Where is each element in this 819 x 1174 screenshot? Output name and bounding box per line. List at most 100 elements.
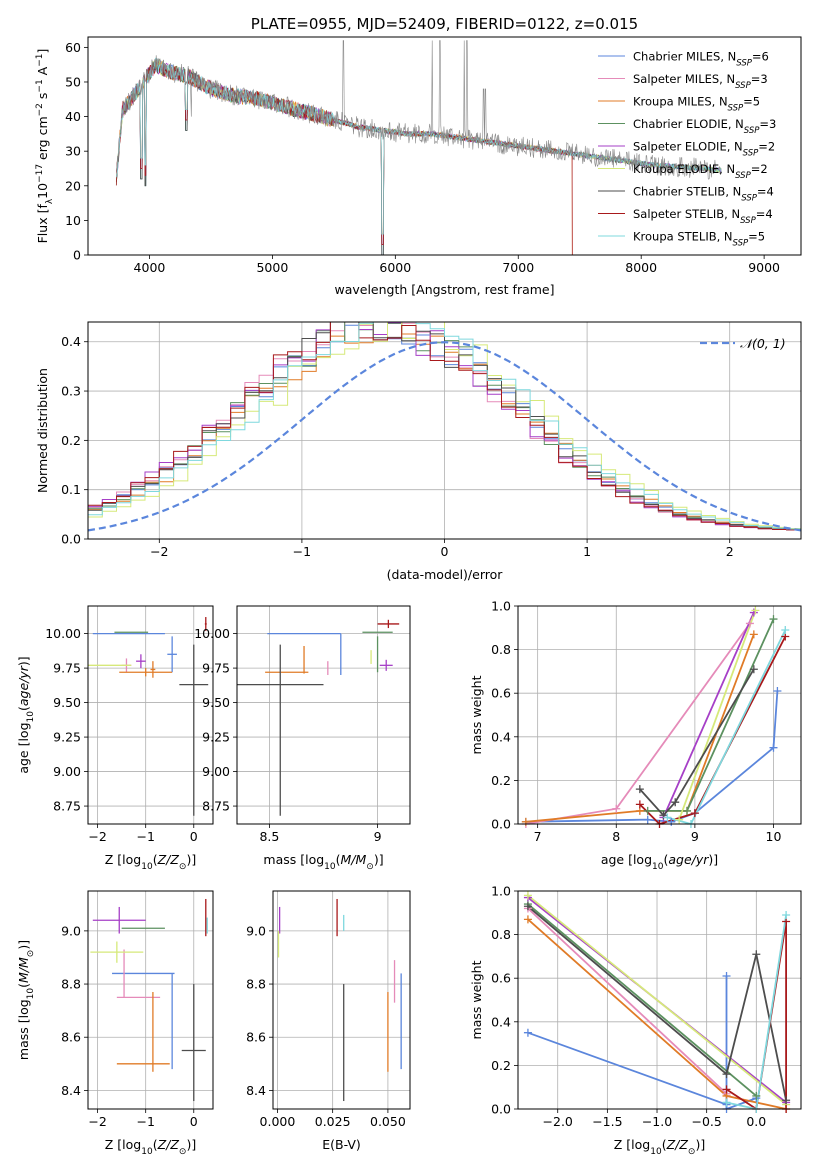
plot-frame xyxy=(517,605,802,825)
x-tick-label: 0.0 xyxy=(746,1114,766,1129)
weight-point-marker xyxy=(675,815,684,824)
x-tick-label: 9000 xyxy=(748,260,780,275)
label-part: ( xyxy=(16,983,31,988)
y-tick-label: 0.0 xyxy=(491,817,511,832)
legend-entry: Salpeter ELODIE, NSSP=2 xyxy=(633,140,775,159)
label-part: ( xyxy=(662,1137,667,1152)
x-tick-label: 0 xyxy=(441,544,449,559)
legend-entry: Chabrier ELODIE, NSSP=3 xyxy=(633,117,776,136)
weight-point-marker xyxy=(671,798,680,807)
x-tick-label: −0.5 xyxy=(691,1114,721,1129)
errorbar-group xyxy=(277,898,402,1102)
label-part: ( xyxy=(16,706,31,711)
legend-eq: =5 xyxy=(748,230,765,244)
y-tick-label: 60 xyxy=(65,40,81,55)
plot-frame xyxy=(87,321,802,540)
y-tick-label: 8.8 xyxy=(61,977,81,992)
y-tick-label: 0.2 xyxy=(491,773,511,788)
x-axis-label: Z [log10(Z/Z⊙)] xyxy=(105,1137,196,1157)
weight-point-marker xyxy=(752,950,761,959)
y-tick-label: 0.8 xyxy=(491,927,511,942)
y-tick-label: 8.4 xyxy=(61,1083,81,1098)
label-part: ( xyxy=(153,852,158,867)
label-part: M/M xyxy=(16,957,31,983)
label-part: )] xyxy=(186,1137,196,1152)
legend-eq: =3 xyxy=(751,72,768,86)
weight-point-marker xyxy=(782,910,791,919)
y-tick-label: 10.00 xyxy=(194,626,230,641)
plot-frame xyxy=(87,605,214,825)
weight-point-marker xyxy=(745,619,754,628)
label-part: 10 xyxy=(324,862,336,872)
y-tick-label: 0.0 xyxy=(61,532,81,547)
legend-label: Chabrier STELIB, N xyxy=(633,185,741,199)
legend-sub: SSP xyxy=(728,104,744,114)
chart-title: PLATE=0955, MJD=52409, FIBERID=0122, z=0… xyxy=(251,15,638,33)
legend-sub: SSP xyxy=(740,216,756,226)
weight-series-line xyxy=(726,914,787,1109)
plot-frame xyxy=(87,890,214,1110)
x-tick-label: 8.5 xyxy=(259,829,279,844)
weight-point-marker xyxy=(635,800,644,809)
y-tick-label: 8.8 xyxy=(246,977,266,992)
legend-label: Kroupa ELODIE, N xyxy=(633,162,735,176)
x-tick-label: −1 xyxy=(136,1114,154,1129)
weight-point-marker xyxy=(523,902,532,911)
y-tick-label: 9.25 xyxy=(53,730,81,745)
legend-eq: =2 xyxy=(751,162,768,176)
legend-eq: =5 xyxy=(743,95,760,109)
x-tick-label: 9 xyxy=(374,829,382,844)
spectrum-panel: 4000 5000 6000 7000 8000 9000 0 10 20 30 40 50 60 PLA… xyxy=(35,15,802,297)
weight-series-line xyxy=(639,668,755,817)
label-part: ⊙ xyxy=(26,950,36,958)
weight-point-marker xyxy=(773,687,782,696)
age-vs-mass-panel: 8.5 9 8.75 9.00 9.25 9.50 9.75 10.00 mass [log10… xyxy=(194,605,411,872)
weight-point-marker xyxy=(643,806,652,815)
weight-point-marker xyxy=(663,813,672,822)
y-tick-label: 0.8 xyxy=(491,642,511,657)
y-tick-label: 9.75 xyxy=(202,661,230,676)
x-axis-label: Z [log10(Z/Z⊙)] xyxy=(105,852,196,872)
y-tick-label: 0.0 xyxy=(491,1102,511,1117)
weight-point-marker xyxy=(722,1085,731,1094)
y-tick-label: 0.3 xyxy=(61,384,81,399)
legend-sub: SSP xyxy=(735,81,751,91)
legend-label: Salpeter ELODIE, N xyxy=(633,140,743,154)
label-part: Flux [f xyxy=(35,204,50,244)
weight-point-marker xyxy=(722,972,731,981)
mass-vs-metallicity-panel: −2 −1 08.48.68.89.0Z [log10(Z/Z⊙)]mass [lo… xyxy=(16,890,214,1157)
legend-sub: SSP xyxy=(744,126,760,136)
spectrum-model-line xyxy=(115,57,573,255)
label-part: age [log xyxy=(16,722,31,773)
weight-series-line xyxy=(667,629,787,824)
x-tick-label: −2.0 xyxy=(543,1114,573,1129)
y-axis-label: mass [log10(M/M⊙)] xyxy=(16,940,36,1060)
weight-point-marker xyxy=(523,915,532,924)
weight-series-line xyxy=(525,622,751,824)
weight-point-marker xyxy=(722,1070,731,1079)
weight-series-line xyxy=(527,903,757,1097)
legend-label: Kroupa STELIB, N xyxy=(633,230,733,244)
legend-label: Kroupa MILES, N xyxy=(633,95,728,109)
weight-lines xyxy=(527,894,787,1109)
label-part: age [log xyxy=(601,852,652,867)
legend-label: Salpeter MILES, N xyxy=(633,72,735,86)
x-tick-label: 7000 xyxy=(502,260,534,275)
label-part: ⊙ xyxy=(179,862,187,872)
x-tick-label: −1.0 xyxy=(642,1114,672,1129)
label-part: ( xyxy=(153,1137,158,1152)
label-part: ⊙ xyxy=(366,862,374,872)
plot-frame xyxy=(272,890,411,1110)
mass-vs-reddening-panel: 0.000 0.025 0.050 8.4 8.6 8.8 9.0 E(B-V) xyxy=(246,890,411,1152)
label-part: Z/Z xyxy=(666,1137,689,1152)
x-axis-label: mass [log10(M/M⊙)] xyxy=(263,852,383,872)
label-part: mass [log xyxy=(263,852,324,867)
x-tick-label: 2 xyxy=(726,544,734,559)
y-axis-label: Normed distribution xyxy=(35,368,50,493)
legend-sub: SSP xyxy=(741,194,757,204)
legend-entry: 𝒩(0, 1) xyxy=(740,336,786,351)
x-tick-label: 4000 xyxy=(134,260,166,275)
weight-point-marker xyxy=(722,1098,731,1107)
x-tick-label: 8000 xyxy=(625,260,657,275)
